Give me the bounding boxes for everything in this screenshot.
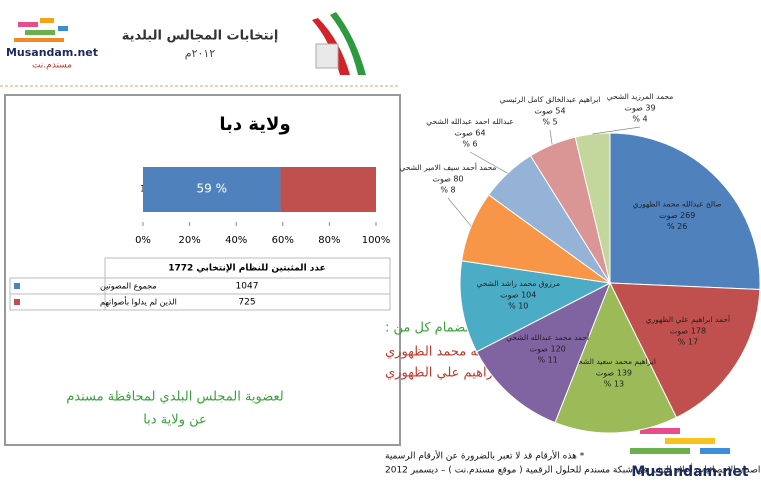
header-year: ٢٠١٢م [185, 47, 216, 60]
slice-name: مرزوق محمد راشد الشحي [476, 279, 560, 288]
slice-votes: 54 صوت [534, 107, 565, 116]
slice-percent: % 17 [678, 337, 698, 346]
slice-votes: 104 صوت [500, 291, 536, 300]
slice-percent: % 5 [542, 118, 557, 127]
pie-slice [554, 281, 678, 434]
slice-name: صالح عبدالله محمد الظهوري [633, 200, 722, 209]
pie-slice [609, 132, 761, 291]
slice-percent: % 8 [440, 186, 455, 195]
logo-ar: مسندم.نت [32, 61, 72, 71]
header-title: إنتخابات المجالس البلدية [122, 29, 279, 44]
slice-votes: 269 صوت [659, 211, 695, 220]
pie-slice [574, 132, 611, 284]
slice-percent: % 13 [604, 379, 624, 388]
slice-name: أحمد ابراهيم علي الظهوري [646, 314, 730, 324]
note: * هذه الأرقام قد لا تعبر بالضرورة عن الأ… [385, 450, 585, 462]
logo-en: Musandam.net [6, 46, 98, 59]
slice-votes: 139 صوت [596, 368, 632, 377]
chart-title: ولاية دبا [219, 114, 290, 135]
x-tick-label: 40% [225, 235, 247, 246]
x-tick-label: 60% [272, 235, 294, 246]
table-value: 725 [238, 298, 255, 308]
slice-votes: 64 صوت [454, 129, 485, 138]
logo-bottom-right [630, 428, 730, 454]
slice-percent: % 11 [537, 355, 557, 364]
legend-swatch [14, 283, 20, 289]
logo-top-left [14, 18, 68, 42]
bar-segment [143, 167, 281, 212]
results-membership: لعضوية المجلس البلدي لمحافظة مسندم [66, 390, 284, 405]
pie-slice [459, 260, 612, 353]
pie-slice [609, 282, 761, 419]
slice-votes: 120 صوت [529, 344, 565, 353]
slice-name: ابراهيم عبدالخالق كامل الرئيسي [500, 95, 601, 104]
legend-label: الذين لم يدلوا بأصواتهم [100, 296, 177, 307]
slice-percent: % 26 [667, 222, 687, 231]
logo-en: Musandam.net [631, 464, 748, 480]
oman-emblem [312, 12, 366, 75]
left-panel [4, 94, 401, 446]
note: * تم اصدار الإحصائيات أعلاه للنشر في شبك… [385, 464, 761, 476]
leader-line [549, 129, 553, 145]
legend-label: مجموع المصوتين [100, 282, 157, 291]
table-value: 1047 [236, 282, 259, 292]
table-frame [9, 257, 391, 311]
slice-votes: 39 صوت [624, 104, 655, 113]
legend-swatch [14, 299, 20, 305]
slice-name: محمد المرزيد الشحي [607, 92, 674, 101]
bar-value-label: 59 % [196, 182, 227, 196]
slice-percent: % 10 [508, 302, 528, 311]
slice-percent: % 6 [462, 140, 477, 149]
leader-line [447, 197, 472, 227]
slice-name: ابراهيم محمد سعيد الشحي [572, 357, 656, 366]
x-tick-label: 20% [178, 235, 200, 246]
x-tick-label: 100% [362, 235, 391, 246]
slice-votes: 178 صوت [670, 326, 706, 335]
slice-name: أحمد محمد عبدالله الشحي [506, 332, 589, 342]
pie-slice [475, 281, 611, 424]
slice-name: عبدالله احمد عبدالله الشحي [426, 117, 513, 126]
leader-line [592, 126, 641, 135]
slice-percent: % 4 [632, 115, 647, 124]
x-tick-label: 0% [135, 235, 151, 246]
results-wilaya: عن ولاية دبا [143, 413, 207, 428]
slice-name: محمد أحمد سيف الامير الشحي [400, 162, 497, 172]
leader-line [469, 151, 508, 174]
table-header: عدد المثبتين للنظام الإنتخابي 1772 [168, 264, 326, 274]
x-tick-label: 80% [318, 235, 340, 246]
slice-votes: 80 صوت [432, 175, 463, 184]
bar-segment [280, 167, 376, 212]
